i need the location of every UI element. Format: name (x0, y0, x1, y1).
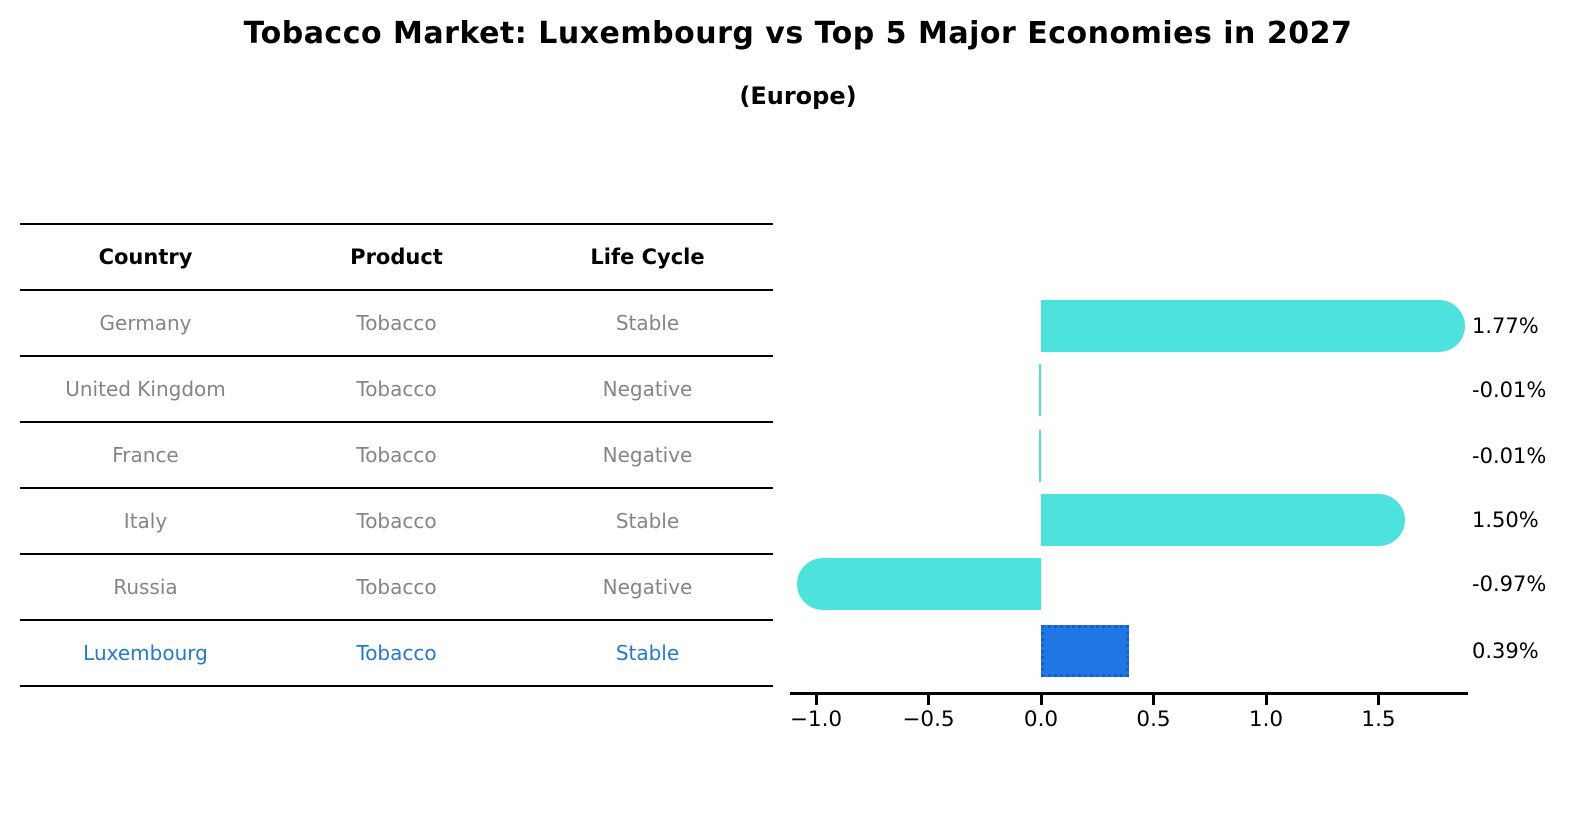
table-cell-life-cycle: Stable (615, 641, 680, 665)
bar-value-label-russia: -0.97% (1472, 572, 1547, 596)
bar-germany (1041, 300, 1466, 352)
x-tick-label: 1.0 (1248, 707, 1284, 732)
table-header-product: Product (350, 245, 443, 269)
x-tick-mark (814, 695, 818, 705)
table-cell-country: United Kingdom (65, 377, 226, 401)
table-header-row: Country Product Life Cycle (20, 223, 773, 289)
bar-value-label-france: -0.01% (1472, 444, 1547, 468)
table-body: Germany Tobacco Stable United Kingdom Tobacc… (20, 289, 773, 687)
x-tick-label: 0.5 (1136, 707, 1171, 732)
bar-united-kingdom (1039, 364, 1041, 416)
table-cell-product: Tobacco (356, 377, 437, 401)
table-row-luxembourg: Luxembourg Tobacco Stable (20, 619, 773, 687)
table-cell-product: Tobacco (356, 311, 437, 335)
table-cell-product: Tobacco (356, 443, 437, 467)
table-row-united-kingdom: United Kingdom Tobacco Negative (20, 355, 773, 421)
table-row-italy: Italy Tobacco Stable (20, 487, 773, 553)
bar-luxembourg (1041, 625, 1129, 677)
table-cell-country: Germany (99, 311, 192, 335)
table-cell-life-cycle: Stable (615, 311, 680, 335)
x-tick-mark (1264, 695, 1268, 705)
table-cell-life-cycle: Negative (602, 377, 693, 401)
country-table: Country Product Life Cycle Germany Tobacc… (20, 223, 773, 687)
table-row-france: France Tobacco Negative (20, 421, 773, 487)
table-row-russia: Russia Tobacco Negative (20, 553, 773, 619)
x-tick-mark (1377, 695, 1380, 705)
table-header-country: Country (98, 245, 193, 269)
table-cell-life-cycle: Negative (602, 443, 693, 467)
table-cell-country: Italy (123, 509, 168, 533)
x-tick-mark (1152, 695, 1155, 705)
x-tick-mark (927, 695, 930, 705)
table-cell-product: Tobacco (356, 509, 437, 533)
bar-italy (1041, 494, 1405, 546)
x-tick-label: −0.5 (902, 707, 955, 732)
bar-value-label-italy: 1.50% (1472, 508, 1539, 532)
x-tick-label: 0.0 (1023, 707, 1059, 732)
table-cell-product: Tobacco (356, 641, 437, 665)
bar-value-label-united-kingdom: -0.01% (1472, 378, 1547, 402)
table-cell-life-cycle: Stable (615, 509, 680, 533)
table-cell-country: France (112, 443, 179, 467)
x-tick-label: −1.0 (789, 707, 843, 732)
x-tick-mark (1039, 695, 1043, 705)
x-axis-line (790, 692, 1468, 695)
table-cell-country: Russia (113, 575, 178, 599)
table-row-germany: Germany Tobacco Stable (20, 289, 773, 355)
table-cell-life-cycle: Negative (602, 575, 693, 599)
bar-value-label-germany: 1.77% (1472, 314, 1539, 338)
chart-title: Tobacco Market: Luxembourg vs Top 5 Majo… (243, 16, 1353, 51)
x-tick-label: 1.5 (1361, 707, 1396, 732)
table-header-lifecycle: Life Cycle (590, 245, 705, 269)
bar-russia (796, 558, 1041, 610)
bar-france (1039, 430, 1041, 482)
chart-subtitle: (Europe) (739, 82, 857, 110)
bar-value-label-luxembourg: 0.39% (1472, 639, 1539, 663)
table-cell-product: Tobacco (356, 575, 437, 599)
table-cell-country: Luxembourg (83, 641, 208, 665)
